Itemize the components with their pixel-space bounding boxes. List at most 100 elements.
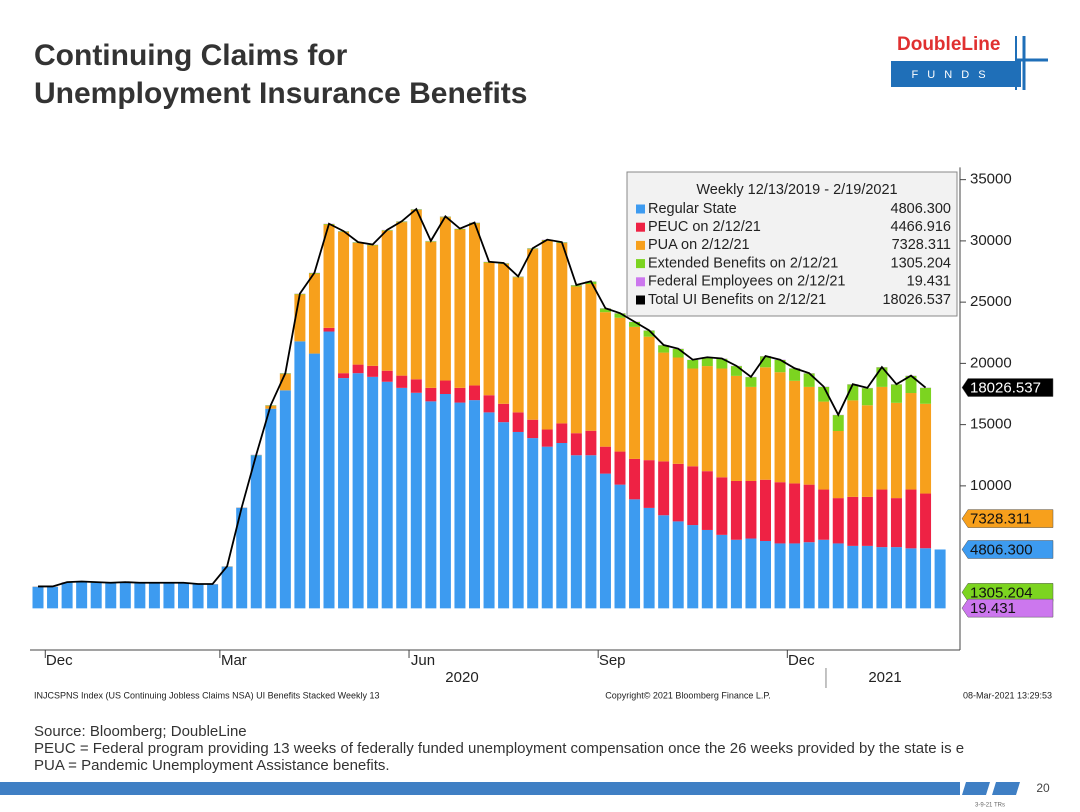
bar-segment bbox=[396, 387, 408, 609]
value-flag-label: 18026.537 bbox=[970, 380, 1041, 397]
value-flag bbox=[961, 540, 1054, 559]
bar-segment bbox=[803, 542, 815, 609]
y-tick-label: 15000 bbox=[970, 416, 1012, 433]
bar-segment bbox=[439, 394, 451, 609]
bar-segment bbox=[338, 378, 350, 609]
bar-segment bbox=[585, 455, 597, 609]
bar-segment bbox=[920, 548, 932, 609]
bar-segment bbox=[876, 367, 888, 387]
bar-segment bbox=[629, 321, 641, 327]
bar-segment bbox=[658, 515, 670, 609]
note: PEUC = Federal program providing 13 week… bbox=[34, 740, 964, 757]
bar-segment bbox=[381, 230, 393, 371]
bar-segment bbox=[847, 545, 859, 609]
bar-segment bbox=[803, 373, 815, 387]
legend-value: 4806.300 bbox=[891, 201, 951, 217]
bar-segment bbox=[614, 451, 626, 485]
logo-sub: F U N D S bbox=[911, 69, 988, 81]
bar-segment bbox=[498, 422, 510, 609]
logo-name: DoubleLine bbox=[897, 34, 1000, 55]
bar-segment bbox=[469, 385, 480, 401]
footer-stripe bbox=[992, 782, 1020, 795]
bar-segment bbox=[920, 493, 932, 549]
bar-segment bbox=[730, 366, 742, 376]
bar-segment bbox=[498, 403, 510, 423]
bar-segment bbox=[701, 357, 713, 367]
bar-segment bbox=[672, 348, 684, 358]
bar-segment bbox=[687, 368, 699, 467]
bar-segment bbox=[890, 547, 902, 609]
bar-segment bbox=[410, 209, 422, 380]
chart-footer: Copyright© 2021 Bloomberg Finance L.P. bbox=[605, 690, 771, 700]
bar-segment bbox=[294, 341, 306, 609]
bar-segment bbox=[890, 498, 902, 548]
bar-segment bbox=[294, 294, 306, 342]
bar-segment bbox=[47, 586, 59, 609]
bar-segment bbox=[643, 330, 655, 337]
year-label: 2021 bbox=[868, 669, 901, 686]
bar-segment bbox=[832, 543, 844, 609]
bar-segment bbox=[701, 471, 713, 530]
bar-segment bbox=[658, 461, 670, 516]
bar-segment bbox=[556, 423, 568, 443]
bar-segment bbox=[861, 388, 873, 406]
bar-segment bbox=[745, 480, 757, 539]
bar-segment bbox=[163, 583, 175, 609]
y-tick-label: 30000 bbox=[970, 232, 1012, 249]
bar-segment bbox=[454, 229, 466, 388]
legend-label: PEUC on 2/12/21 bbox=[648, 219, 761, 235]
bar-segment bbox=[832, 430, 844, 499]
bar-segment bbox=[920, 387, 932, 404]
note: PUA = Pandemic Unemployment Assistance b… bbox=[34, 757, 390, 774]
bar-segment bbox=[134, 583, 146, 609]
bar-segment bbox=[599, 308, 611, 313]
bar-segment bbox=[279, 374, 291, 391]
x-tick-label: Jun bbox=[411, 652, 435, 669]
footer-bar bbox=[0, 782, 960, 795]
legend-label: Regular State bbox=[648, 201, 737, 217]
bar-segment bbox=[730, 375, 742, 481]
chart-footer: INJCSPNS Index (US Continuing Jobless Cl… bbox=[34, 690, 379, 700]
legend-swatch bbox=[636, 295, 645, 305]
legend-box bbox=[626, 171, 958, 317]
bar-segment bbox=[367, 376, 379, 609]
bar-segment bbox=[716, 358, 728, 369]
bar-segment bbox=[672, 357, 684, 464]
bar-segment bbox=[672, 521, 684, 609]
bar-segment bbox=[367, 365, 379, 377]
bar-segment bbox=[483, 395, 495, 413]
bar-segment bbox=[338, 373, 350, 379]
bar-segment bbox=[469, 400, 480, 609]
bar-segment bbox=[265, 408, 277, 609]
bar-segment bbox=[876, 489, 888, 548]
bar-segment bbox=[599, 446, 611, 474]
bar-segment bbox=[818, 489, 830, 540]
bar-segment bbox=[541, 240, 553, 430]
bar-segment bbox=[352, 373, 364, 609]
legend-label: Extended Benefits on 2/12/21 bbox=[648, 255, 838, 271]
bar-segment bbox=[774, 372, 786, 483]
bar-segment bbox=[396, 222, 408, 376]
bar-segment bbox=[629, 499, 641, 609]
bar-segment bbox=[323, 327, 335, 332]
value-flag bbox=[961, 509, 1054, 528]
value-flag bbox=[961, 583, 1054, 602]
x-tick-label: Dec bbox=[788, 652, 815, 669]
legend-swatch bbox=[636, 222, 645, 232]
bar-segment bbox=[236, 507, 248, 609]
bar-segment bbox=[832, 415, 844, 431]
value-flag-label: 4806.300 bbox=[970, 541, 1033, 558]
bar-segment bbox=[861, 545, 873, 609]
legend-value: 4466.916 bbox=[891, 219, 951, 235]
bar-segment bbox=[585, 430, 597, 456]
bar-segment bbox=[701, 366, 713, 472]
bar-segment bbox=[687, 525, 699, 609]
legend-value: 1305.204 bbox=[891, 255, 951, 271]
bar-segment bbox=[439, 380, 451, 395]
stamp: 3-9-21 TRs bbox=[975, 803, 1005, 809]
bar-segment bbox=[774, 482, 786, 544]
bar-segment bbox=[818, 539, 830, 609]
title-line: Continuing Claims for bbox=[34, 39, 348, 72]
bar-segment bbox=[876, 386, 888, 490]
